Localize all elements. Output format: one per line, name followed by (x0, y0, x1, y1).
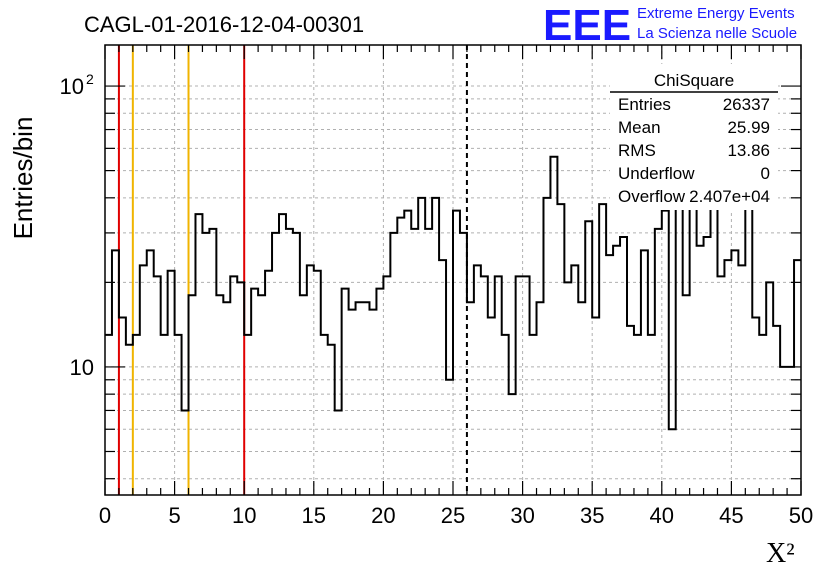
y-tick-label: 10 (60, 74, 84, 99)
stats-row-value: 2.407e+04 (689, 187, 770, 206)
x-tick-label: 45 (719, 503, 743, 528)
logo-line-2: La Scienza nelle Scuole (637, 25, 797, 42)
y-tick-label: 10 (70, 355, 94, 380)
x-axis-label: X² (766, 538, 795, 569)
x-tick-label: 5 (168, 503, 180, 528)
stats-row-label: Overflow (618, 187, 686, 206)
y-axis-label: Entries/bin (8, 117, 38, 240)
x-tick-label: 0 (99, 503, 111, 528)
stats-row-value: 0 (761, 164, 770, 183)
stats-row-value: 25.99 (727, 118, 770, 137)
stats-row-label: Underflow (618, 164, 695, 183)
y-tick-exponent: 2 (86, 71, 94, 87)
eee-logo: EEE Extreme Energy Events La Scienza nel… (543, 1, 797, 50)
stats-box: ChiSquare Entries 26337 Mean 25.99 RMS 13.86 U… (610, 64, 778, 210)
stats-row-label: Mean (618, 118, 661, 137)
chart-title: CAGL-01-2016-12-04-00301 (84, 12, 364, 37)
logo-line-1: Extreme Energy Events (637, 5, 795, 22)
stats-row-label: RMS (618, 141, 656, 160)
x-tick-label: 15 (302, 503, 326, 528)
stats-row-value: 26337 (723, 95, 770, 114)
stats-row-label: Entries (618, 95, 671, 114)
x-tick-label: 40 (650, 503, 674, 528)
x-tick-label: 20 (371, 503, 395, 528)
stats-rows: Entries 26337 Mean 25.99 RMS 13.86 Underflow 0 O… (618, 95, 770, 206)
x-axis-ticks: 0 5 10 15 20 25 30 35 40 45 50 (99, 45, 813, 528)
stats-title: ChiSquare (654, 71, 734, 90)
logo-mark: EEE (543, 1, 631, 50)
x-tick-label: 30 (510, 503, 534, 528)
x-tick-label: 10 (232, 503, 256, 528)
stats-row-value: 13.86 (727, 141, 770, 160)
x-tick-label: 35 (580, 503, 604, 528)
x-tick-label: 50 (789, 503, 813, 528)
x-tick-label: 25 (441, 503, 465, 528)
